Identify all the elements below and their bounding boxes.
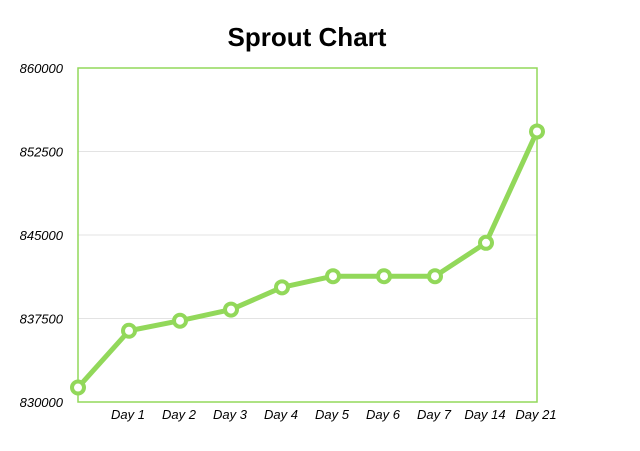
series-sprout [70,123,545,396]
x-tick-label: Day 4 [264,407,298,422]
y-tick-label: 830000 [20,395,64,410]
x-axis-ticks: Day 1 Day 2 Day 3 Day 4 Day 5 Day 6 Day 7 Day 1… [111,407,557,422]
x-tick-label: Day 5 [315,407,350,422]
chart-title: Sprout Chart [228,22,387,52]
x-tick-label: Day 1 [111,407,145,422]
data-point [223,301,239,318]
data-point [478,234,494,251]
y-tick-label: 837500 [20,312,64,327]
series-line [75,128,540,391]
y-tick-label: 852500 [20,145,64,160]
data-point [427,268,443,285]
y-tick-label: 860000 [20,61,64,76]
x-tick-label: Day 14 [464,407,505,422]
data-point [70,379,86,396]
x-tick-label: Day 3 [213,407,248,422]
plot-frame [77,67,538,403]
data-point [376,268,392,285]
x-tick-label: Day 2 [162,407,197,422]
data-point [325,268,341,285]
x-tick-label: Day 7 [417,407,452,422]
y-axis-ticks: 830000 837500 845000 852500 860000 [20,61,64,410]
y-tick-label: 845000 [20,228,64,243]
data-point [121,322,137,339]
x-tick-label: Day 21 [515,407,556,422]
x-tick-label: Day 6 [366,407,401,422]
gridlines [78,151,537,319]
data-point [274,279,290,296]
data-point [172,312,188,329]
data-point [529,123,545,140]
